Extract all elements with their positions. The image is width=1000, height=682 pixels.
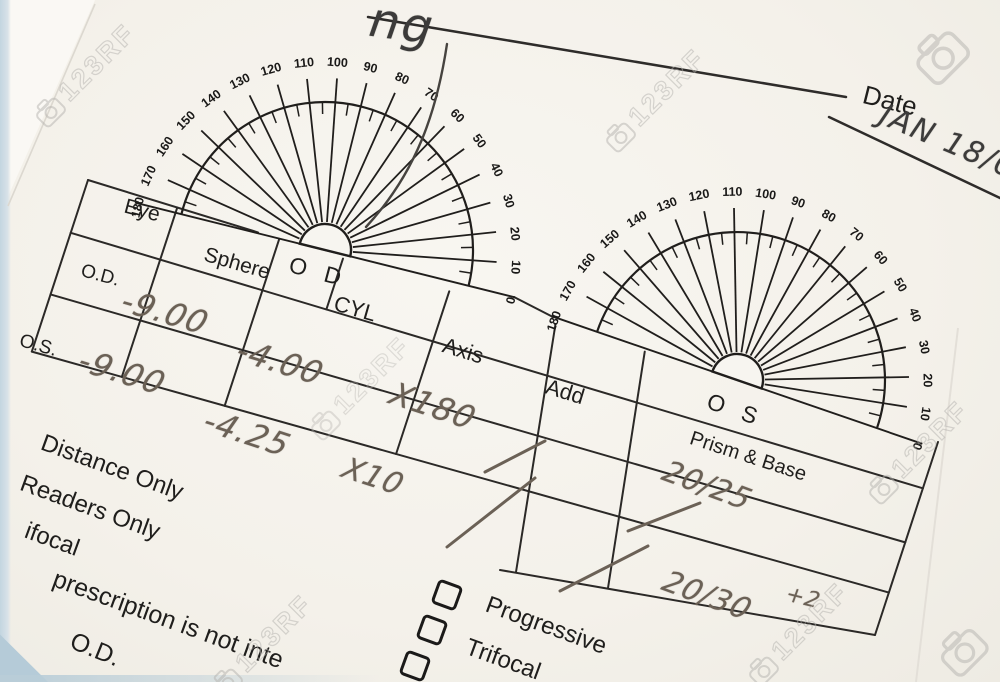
svg-text:10: 10	[508, 260, 523, 275]
svg-text:100: 100	[754, 186, 777, 203]
pen-slash-marks	[445, 439, 702, 593]
svg-text:20: 20	[921, 373, 935, 387]
svg-text:160: 160	[574, 250, 598, 275]
checkbox-progressive	[430, 578, 464, 612]
acuity-os-superscript: +2	[781, 582, 825, 614]
svg-text:90: 90	[362, 59, 379, 76]
header-add: Add	[542, 373, 588, 410]
sphere-os-value: -9.00	[72, 341, 172, 403]
svg-text:170: 170	[138, 163, 159, 188]
camera-icon	[916, 31, 971, 86]
paper-corner-under-sheet	[0, 0, 95, 206]
header-cyl: CYL	[331, 290, 380, 327]
row-label-od: O.D.	[78, 260, 122, 291]
watermark-text: 123RF	[622, 42, 712, 132]
checkbox-trifocal	[415, 613, 449, 647]
handwritten-name-fragment: ng	[365, 0, 439, 57]
od-protractor-label: O D	[286, 251, 350, 292]
option-bifocal-partial: ifocal	[21, 517, 84, 562]
handwriting-descender-stroke	[364, 42, 449, 229]
svg-text:30: 30	[500, 192, 517, 209]
svg-text:40: 40	[487, 160, 506, 179]
watermark: 123RF	[861, 394, 976, 510]
svg-text:160: 160	[153, 134, 176, 159]
checkbox-third-partial	[398, 649, 432, 682]
header-sphere: Sphere	[201, 243, 273, 284]
table-grid-lines	[30, 179, 939, 636]
svg-text:80: 80	[393, 69, 411, 87]
table-surface-bottom-edge	[0, 675, 380, 682]
footer-od-label: O.D.	[66, 626, 125, 673]
svg-text:0: 0	[503, 295, 518, 305]
watermark-camera: 123RF	[930, 618, 994, 682]
svg-text:20: 20	[507, 226, 522, 241]
svg-text:0: 0	[909, 441, 925, 452]
svg-text:100: 100	[327, 55, 349, 70]
cyl-os-value: -4.25	[197, 401, 297, 465]
header-axis: Axis	[439, 332, 487, 369]
camera-icon	[606, 122, 636, 153]
checkbox-label-trifocal: Trifocal	[462, 633, 545, 682]
acuity-os-value: 20/30	[656, 564, 758, 628]
svg-text:110: 110	[293, 55, 315, 71]
svg-text:80: 80	[819, 206, 838, 225]
svg-text:60: 60	[448, 106, 468, 126]
svg-text:140: 140	[199, 87, 224, 111]
camera-icon	[940, 628, 989, 677]
svg-text:30: 30	[916, 339, 932, 355]
sphere-od-value: -9.00	[115, 282, 215, 342]
watermark: 123RF	[598, 42, 713, 158]
svg-text:140: 140	[624, 208, 649, 231]
watermark-camera: 123RF	[904, 19, 977, 92]
svg-text:120: 120	[259, 60, 283, 79]
os-protractor-label: O S	[703, 387, 767, 432]
svg-text:180: 180	[544, 309, 564, 333]
svg-text:70: 70	[422, 85, 441, 104]
svg-text:10: 10	[917, 406, 933, 422]
svg-text:40: 40	[906, 306, 924, 324]
axis-os-value: X10	[336, 451, 410, 503]
svg-text:170: 170	[557, 278, 579, 303]
date-handwritten-value: JAN 18/0	[874, 97, 1000, 187]
svg-text:70: 70	[847, 225, 867, 245]
camera-icon	[869, 474, 899, 505]
cyl-od-value: -4.00	[230, 331, 330, 393]
svg-text:50: 50	[891, 275, 910, 294]
svg-text:130: 130	[655, 194, 680, 215]
watermark-text: 123RF	[885, 394, 975, 484]
axis-od-value: X180	[383, 375, 483, 437]
svg-text:150: 150	[174, 108, 199, 133]
table-surface-left-edge	[0, 0, 11, 682]
svg-text:90: 90	[789, 193, 807, 211]
svg-text:110: 110	[722, 185, 742, 199]
row-label-os: O.S.	[16, 330, 60, 361]
camera-icon	[749, 656, 779, 682]
header-eye: Eye	[121, 194, 163, 227]
svg-text:150: 150	[597, 227, 622, 251]
svg-text:120: 120	[687, 186, 710, 204]
camera-icon	[311, 410, 341, 441]
svg-text:130: 130	[227, 70, 252, 92]
svg-text:50: 50	[470, 131, 490, 151]
svg-text:60: 60	[871, 248, 891, 268]
